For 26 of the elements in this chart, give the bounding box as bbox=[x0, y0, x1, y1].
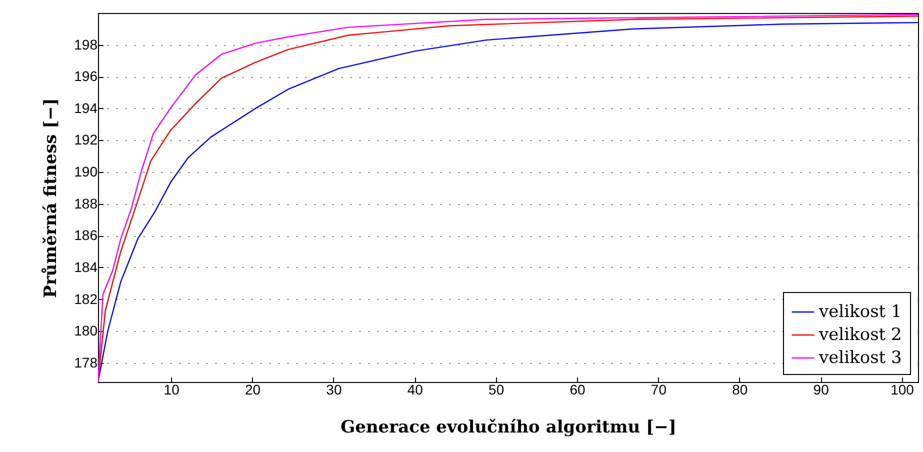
legend-label: velikost 2 bbox=[818, 325, 902, 345]
x-tick-label: 100 bbox=[890, 382, 914, 398]
y-tick-label: 180 bbox=[74, 322, 98, 339]
y-tick-label: 186 bbox=[74, 227, 98, 244]
y-tick-label: 198 bbox=[74, 36, 98, 52]
legend-label: velikost 1 bbox=[818, 302, 902, 322]
x-tick-label: 70 bbox=[650, 382, 667, 398]
y-tick-label: 184 bbox=[74, 258, 98, 275]
x-tick-label: 30 bbox=[326, 382, 342, 398]
y-tick-label: 194 bbox=[74, 100, 98, 116]
x-tick-label: 10 bbox=[164, 382, 180, 398]
y-tick-label: 178 bbox=[74, 354, 98, 370]
x-axis-title: Generace evolučního algoritmu [−] bbox=[340, 418, 676, 438]
x-tick-label: 20 bbox=[244, 382, 261, 398]
y-tick-label: 190 bbox=[74, 164, 98, 180]
x-tick-label: 40 bbox=[407, 382, 424, 398]
y-tick-label: 188 bbox=[74, 195, 98, 212]
y-tick-label: 182 bbox=[74, 290, 98, 307]
y-tick-label: 196 bbox=[74, 68, 98, 84]
x-tick-label: 60 bbox=[570, 382, 586, 398]
x-tick-label: 90 bbox=[813, 382, 830, 398]
y-tick-label: 192 bbox=[74, 132, 98, 148]
x-tick-label: 50 bbox=[488, 382, 504, 398]
y-axis-title: Průměrná fitness [−] bbox=[41, 98, 62, 298]
legend-label: velikost 3 bbox=[818, 348, 902, 368]
x-tick-label: 80 bbox=[732, 382, 748, 398]
